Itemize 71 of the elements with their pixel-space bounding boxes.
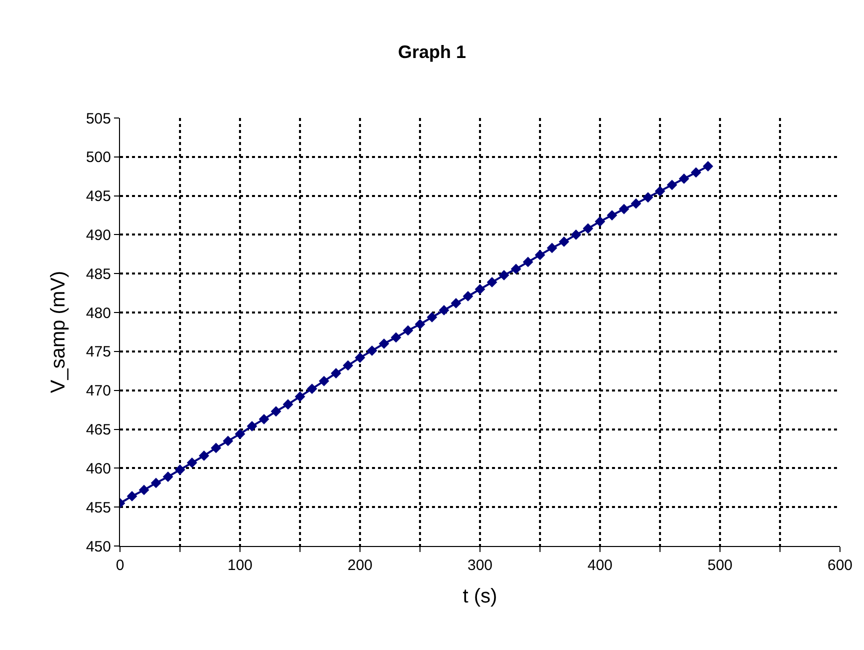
y-tick-label: 505 <box>86 110 111 128</box>
y-tick-label: 475 <box>86 344 111 361</box>
chart-title: Graph 1 <box>398 42 466 62</box>
point <box>366 345 378 356</box>
y-tick-label: 455 <box>86 499 111 516</box>
point <box>654 186 666 196</box>
y-tick-label: 500 <box>86 149 111 166</box>
point <box>582 223 594 234</box>
point <box>438 305 450 316</box>
point <box>558 236 570 247</box>
point <box>342 360 354 371</box>
point <box>354 352 366 363</box>
point <box>198 450 210 461</box>
point <box>318 376 330 386</box>
point <box>222 436 234 446</box>
point <box>390 332 402 343</box>
point <box>702 161 714 172</box>
y-axis-title: V_samp (mV) <box>47 270 70 394</box>
point <box>510 264 522 274</box>
point <box>246 420 258 432</box>
point <box>210 442 222 454</box>
y-tick-label: 480 <box>86 304 111 322</box>
x-tick-label: 300 <box>467 557 493 574</box>
point <box>426 312 438 322</box>
y-tick-label: 450 <box>86 538 111 556</box>
point <box>486 277 498 288</box>
point <box>546 242 558 254</box>
point <box>618 204 630 214</box>
x-tick-label: 600 <box>827 557 853 574</box>
y-tick-label: 470 <box>86 382 111 400</box>
point <box>522 256 534 268</box>
x-tick-label: 500 <box>707 557 733 574</box>
point <box>630 198 642 209</box>
point <box>174 464 186 475</box>
y-tick-label: 465 <box>86 422 111 439</box>
point <box>282 399 294 410</box>
point <box>462 291 474 302</box>
point <box>138 484 150 496</box>
point <box>534 250 546 260</box>
point <box>678 174 690 184</box>
x-axis-title: t (s) <box>462 586 498 608</box>
point <box>594 216 606 227</box>
point <box>294 391 306 402</box>
x-tick-label: 200 <box>347 557 373 574</box>
point <box>606 210 618 220</box>
point <box>234 428 246 440</box>
point <box>162 472 174 482</box>
y-tick-label: 490 <box>86 226 111 244</box>
point <box>330 368 342 378</box>
point <box>474 284 486 294</box>
x-tick-label: 400 <box>587 557 613 574</box>
point <box>570 230 582 240</box>
point <box>378 338 390 349</box>
point <box>258 414 270 424</box>
point <box>666 180 678 190</box>
x-tick-label: 100 <box>227 557 253 574</box>
point <box>498 270 510 280</box>
point <box>414 319 426 330</box>
point <box>126 491 138 502</box>
point <box>270 406 282 417</box>
point <box>690 167 702 178</box>
y-tick-label: 485 <box>86 266 111 283</box>
point <box>642 192 654 203</box>
point <box>186 458 198 468</box>
point <box>150 478 162 488</box>
y-tick-label: 460 <box>86 460 111 478</box>
point <box>402 325 414 336</box>
point <box>450 298 462 308</box>
y-tick-label: 495 <box>86 188 111 206</box>
point <box>306 384 318 394</box>
x-tick-label: 0 <box>116 557 124 574</box>
